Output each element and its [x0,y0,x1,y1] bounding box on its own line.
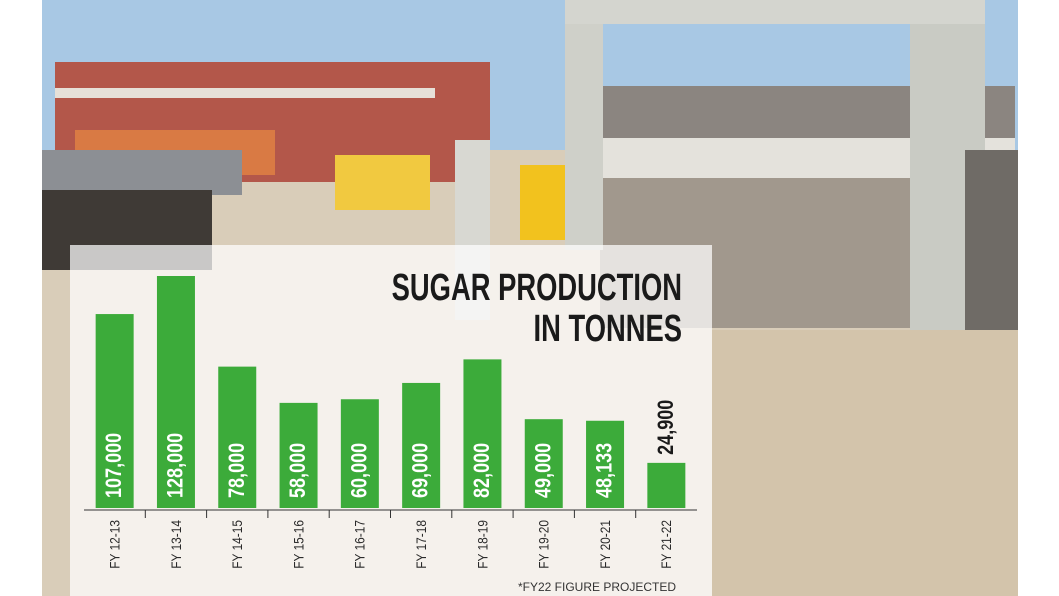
value-label: 58,000 [287,443,311,498]
value-label: 24,900 [654,400,678,455]
value-label: 107,000 [103,433,127,498]
bar [218,366,257,508]
x-tick-label: FY 19-20 [536,520,552,569]
chart-title: IN TONNES [534,308,682,350]
x-tick-label: FY 12-13 [107,520,123,569]
bar [95,314,134,508]
bar [340,399,379,508]
bar [463,359,502,508]
value-label: 82,000 [470,443,494,498]
bar [586,420,625,508]
bar [279,402,318,508]
x-tick-label: FY 18-19 [474,520,490,569]
bar [524,419,563,508]
x-tick-label: FY 17-18 [413,520,429,569]
x-tick-label: FY 13-14 [168,520,184,569]
x-tick-label: FY 21-22 [658,520,674,569]
x-tick-label: FY 15-16 [290,520,306,569]
value-label: 78,000 [225,443,249,498]
x-tick-label: FY 16-17 [352,520,368,569]
bar [156,276,195,508]
value-label: 128,000 [164,433,188,498]
bar [402,382,441,508]
bar [647,462,686,508]
x-tick-label: FY 20-21 [597,520,613,569]
value-label: 69,000 [409,443,433,498]
footnote: *FY22 FIGURE PROJECTED [518,580,676,594]
chart-title: SUGAR PRODUCTION [392,267,682,309]
value-label: 49,000 [532,443,556,498]
value-label: 48,133 [593,443,617,498]
x-tick-label: FY 14-15 [229,520,245,569]
value-label: 60,000 [348,443,372,498]
